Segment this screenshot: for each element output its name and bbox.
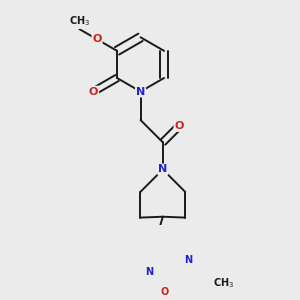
Text: N: N [136, 87, 145, 97]
Text: O: O [174, 121, 184, 131]
Text: CH$_3$: CH$_3$ [69, 15, 90, 28]
Text: N: N [184, 255, 192, 265]
Text: CH$_3$: CH$_3$ [213, 276, 234, 290]
Text: N: N [158, 164, 167, 175]
Text: N: N [146, 267, 154, 277]
Text: O: O [89, 87, 98, 97]
Text: O: O [160, 287, 168, 297]
Text: O: O [92, 34, 102, 44]
